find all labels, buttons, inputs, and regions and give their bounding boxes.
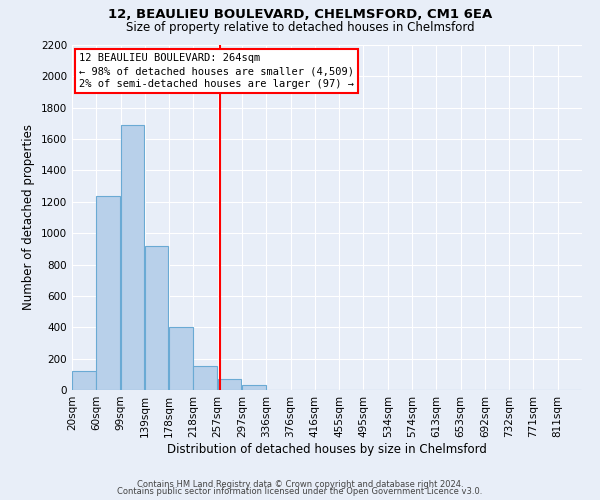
Text: Size of property relative to detached houses in Chelmsford: Size of property relative to detached ho… <box>125 21 475 34</box>
Bar <box>121 125 144 390</box>
Text: Contains HM Land Registry data © Crown copyright and database right 2024.: Contains HM Land Registry data © Crown c… <box>137 480 463 489</box>
Bar <box>72 371 95 390</box>
Bar <box>145 246 169 390</box>
X-axis label: Distribution of detached houses by size in Chelmsford: Distribution of detached houses by size … <box>167 442 487 456</box>
Text: 12, BEAULIEU BOULEVARD, CHELMSFORD, CM1 6EA: 12, BEAULIEU BOULEVARD, CHELMSFORD, CM1 … <box>108 8 492 20</box>
Bar <box>96 196 120 390</box>
Bar <box>218 379 241 390</box>
Y-axis label: Number of detached properties: Number of detached properties <box>22 124 35 310</box>
Text: Contains public sector information licensed under the Open Government Licence v3: Contains public sector information licen… <box>118 488 482 496</box>
Bar <box>242 386 266 390</box>
Text: 12 BEAULIEU BOULEVARD: 264sqm
← 98% of detached houses are smaller (4,509)
2% of: 12 BEAULIEU BOULEVARD: 264sqm ← 98% of d… <box>79 53 354 89</box>
Bar <box>169 328 193 390</box>
Bar <box>193 366 217 390</box>
